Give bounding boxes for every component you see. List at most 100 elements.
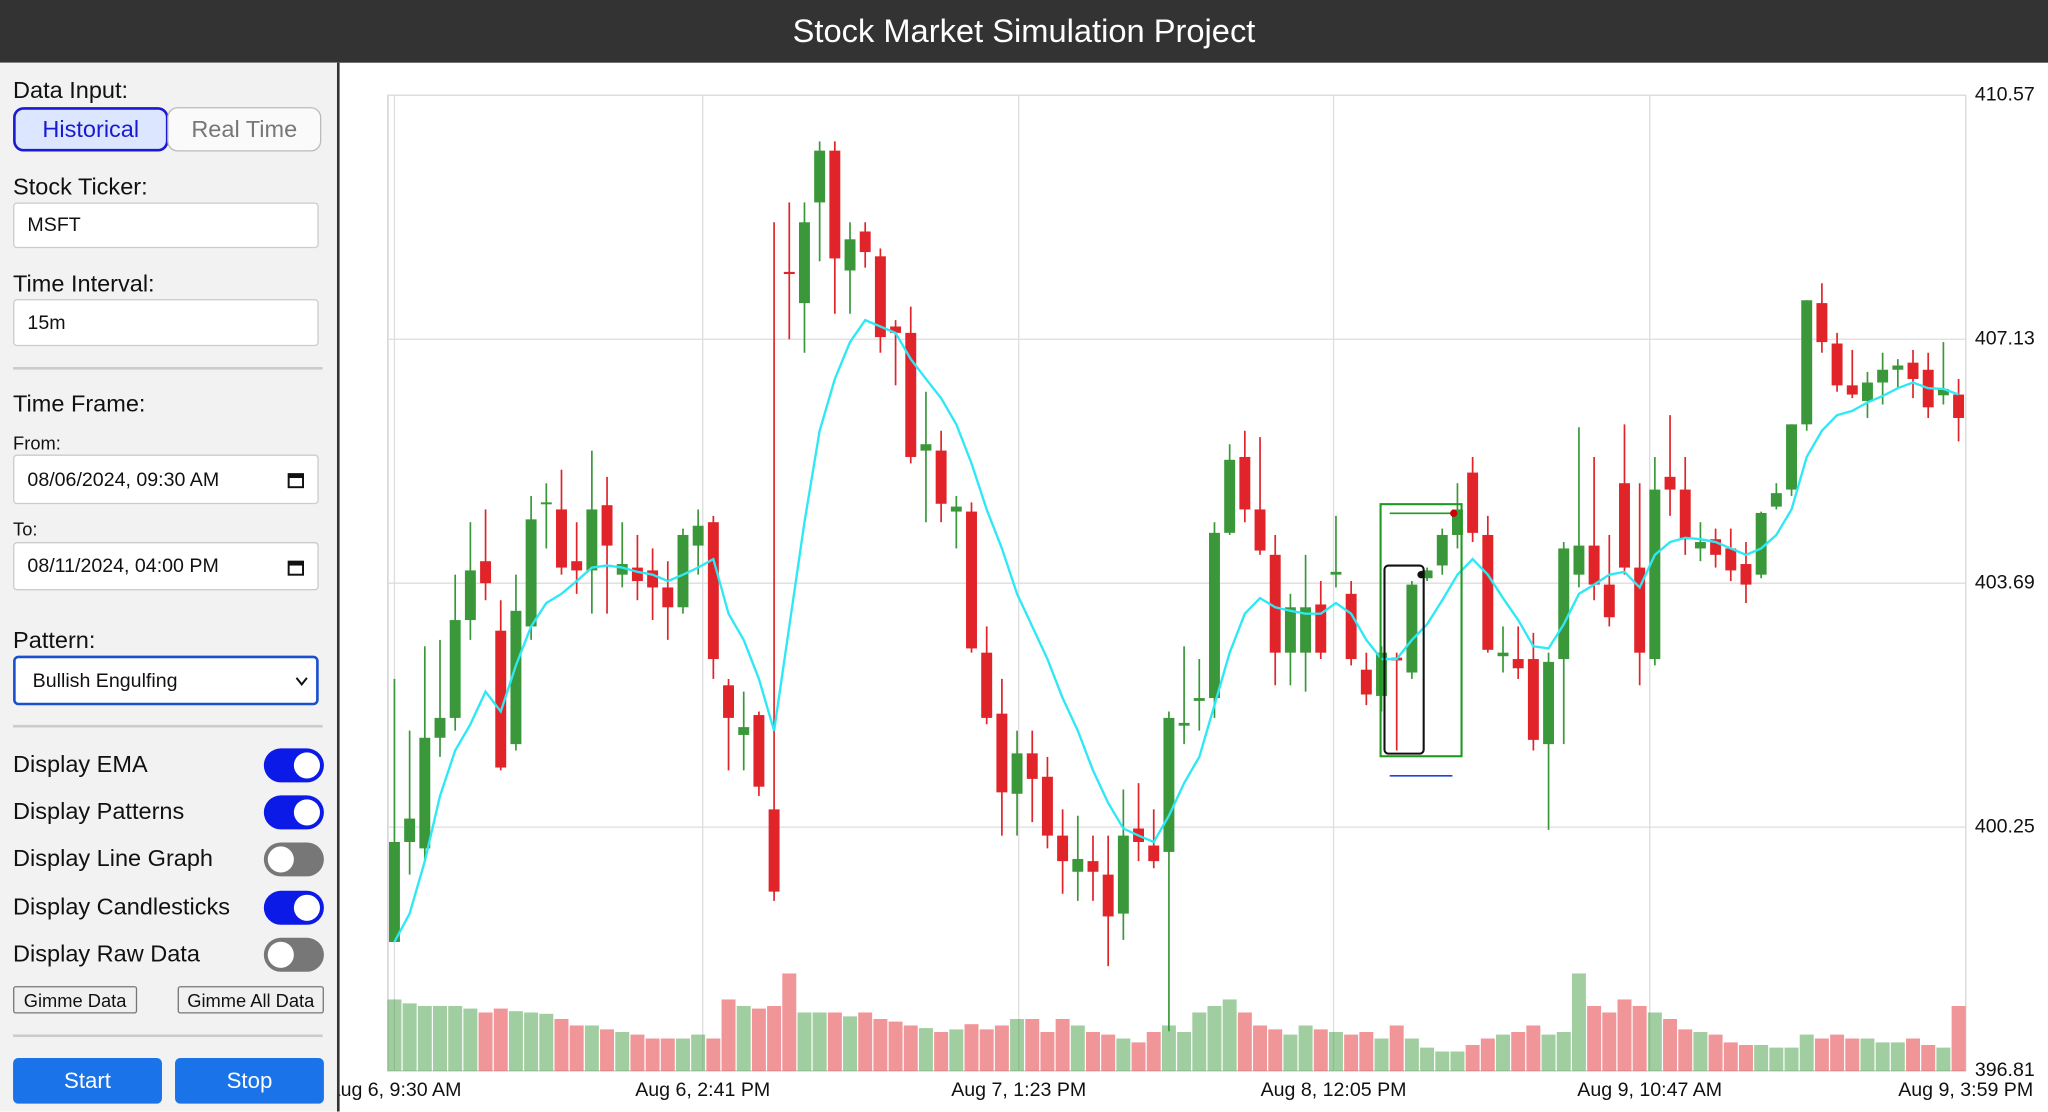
candle-body: [829, 150, 841, 259]
candle-body: [1330, 571, 1342, 575]
volume-bar: [1086, 1031, 1100, 1072]
candle-body: [1543, 661, 1555, 745]
volume-bar: [1587, 1005, 1602, 1072]
y-tick-label: 407.13: [1975, 327, 2035, 349]
volume-bar: [1571, 973, 1586, 1072]
date-input[interactable]: 08/11/2024, 04:00 PM: [13, 542, 319, 591]
candle-body: [814, 150, 826, 203]
volume-bar: [508, 1011, 523, 1072]
candle-body: [510, 610, 522, 745]
switch[interactable]: [263, 748, 324, 783]
plot-layer: [387, 94, 1967, 1072]
volume-bar: [645, 1038, 660, 1072]
volume-bar: [584, 1025, 599, 1072]
candle-body: [966, 511, 977, 649]
volume-bar: [1298, 1025, 1313, 1072]
candle-body: [905, 332, 917, 457]
volume-bar: [782, 973, 797, 1072]
candle-body: [480, 561, 492, 584]
volume-bar: [1496, 1034, 1510, 1072]
volume-bar: [934, 1031, 949, 1072]
volume-bar: [1435, 1051, 1450, 1072]
volume-bar: [1237, 1012, 1252, 1072]
volume-bar: [1070, 1025, 1085, 1072]
volume-bar: [858, 1012, 873, 1072]
candle-body: [449, 620, 461, 718]
button[interactable]: Gimme Data: [13, 986, 138, 1014]
text-input[interactable]: 15m: [13, 299, 319, 347]
entry-dot: [1417, 571, 1425, 579]
toggle-label: Display Raw Data: [13, 940, 200, 967]
volume-bar: [1814, 1038, 1829, 1072]
candle-body: [950, 506, 962, 512]
volume-bar: [1146, 1031, 1161, 1072]
volume-bar: [1055, 1018, 1070, 1072]
switch[interactable]: [263, 937, 324, 972]
segment[interactable]: Real Time: [167, 107, 322, 152]
x-tick-label: Aug 6, 9:30 AM: [340, 1079, 462, 1101]
switch[interactable]: [263, 890, 324, 925]
divider: [13, 1034, 323, 1038]
volume-bar: [1647, 1012, 1662, 1072]
pattern-overlay: [1379, 503, 1463, 777]
volume-bar: [827, 1012, 842, 1072]
candle-body: [1497, 652, 1509, 657]
volume-bar: [1875, 1042, 1890, 1072]
toggle-label: Display Line Graph: [13, 845, 214, 872]
candle-body: [1937, 388, 1949, 396]
y-tick-label: 400.25: [1975, 815, 2035, 837]
volume-bar: [1890, 1042, 1905, 1072]
volume-bar: [691, 1034, 706, 1072]
volume-bar: [1359, 1031, 1374, 1072]
y-tick-label: 403.69: [1975, 571, 2035, 593]
candle-body: [1892, 365, 1904, 370]
x-tick-label: Aug 9, 10:47 AM: [1577, 1079, 1722, 1101]
volume-bar: [949, 1029, 964, 1072]
candle-body: [1831, 343, 1843, 386]
volume-bar: [1693, 1031, 1708, 1072]
volume-bar: [903, 1025, 918, 1072]
volume-bar: [478, 1012, 493, 1072]
candle-body: [996, 713, 1008, 793]
switch[interactable]: [263, 795, 324, 830]
candle-body: [1315, 604, 1327, 653]
date-input[interactable]: 08/06/2024, 09:30 AM: [13, 454, 319, 505]
text-input[interactable]: MSFT: [13, 202, 319, 249]
start-button[interactable]: Start: [13, 1057, 162, 1104]
button[interactable]: Gimme All Data: [177, 986, 324, 1014]
toggle-label: Display Patterns: [13, 798, 185, 825]
volume-bar: [1784, 1047, 1799, 1072]
x-tick-label: Aug 6, 2:41 PM: [635, 1079, 770, 1101]
volume-bar: [1313, 1029, 1328, 1072]
candle-body: [1087, 861, 1099, 872]
volume-bar: [1830, 1034, 1845, 1072]
candle-body: [1102, 874, 1114, 917]
candle-body: [1239, 456, 1251, 510]
candle-body: [768, 809, 780, 892]
candle-body: [1603, 584, 1615, 618]
volume-bar: [1222, 999, 1237, 1072]
volume-bar: [463, 1008, 478, 1072]
select[interactable]: Bullish Engulfing: [13, 655, 319, 706]
volume-bar: [600, 1029, 615, 1072]
volume-bar: [1207, 1005, 1222, 1072]
candle-body: [798, 222, 810, 304]
volume-bar: [554, 1018, 569, 1072]
candle-body: [677, 534, 689, 608]
volume-bar: [1253, 1025, 1268, 1072]
pattern-box: [1379, 503, 1463, 758]
volume-bar: [1404, 1038, 1419, 1072]
candle-body: [662, 587, 674, 608]
stop-button[interactable]: Stop: [175, 1057, 324, 1104]
divider: [13, 367, 323, 370]
volume-bar: [1921, 1045, 1936, 1072]
volume-bar: [1632, 1005, 1647, 1072]
segment[interactable]: Historical: [13, 107, 169, 152]
switch[interactable]: [263, 842, 324, 877]
candle-body: [1649, 489, 1661, 660]
candle-body: [388, 841, 400, 942]
candle-body: [981, 652, 993, 718]
volume-bar: [417, 1005, 432, 1072]
